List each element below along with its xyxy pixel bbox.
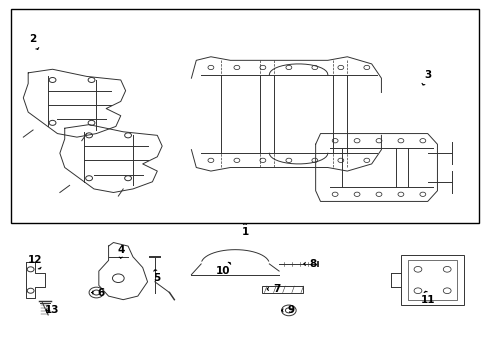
Text: 2: 2	[29, 34, 39, 49]
Text: 9: 9	[282, 305, 295, 315]
Text: 12: 12	[28, 255, 43, 269]
Text: 6: 6	[92, 288, 105, 297]
Text: 1: 1	[242, 224, 248, 237]
Text: 7: 7	[268, 284, 280, 294]
Bar	[262, 286, 303, 293]
Text: 10: 10	[216, 262, 231, 276]
Text: 8: 8	[304, 259, 317, 269]
Bar	[11, 9, 479, 223]
Text: 5: 5	[154, 270, 161, 283]
Text: 13: 13	[45, 305, 60, 315]
Text: 4: 4	[117, 245, 124, 258]
Bar	[401, 255, 464, 305]
Bar	[408, 260, 457, 300]
Text: 11: 11	[420, 291, 435, 305]
Text: 3: 3	[422, 69, 431, 85]
